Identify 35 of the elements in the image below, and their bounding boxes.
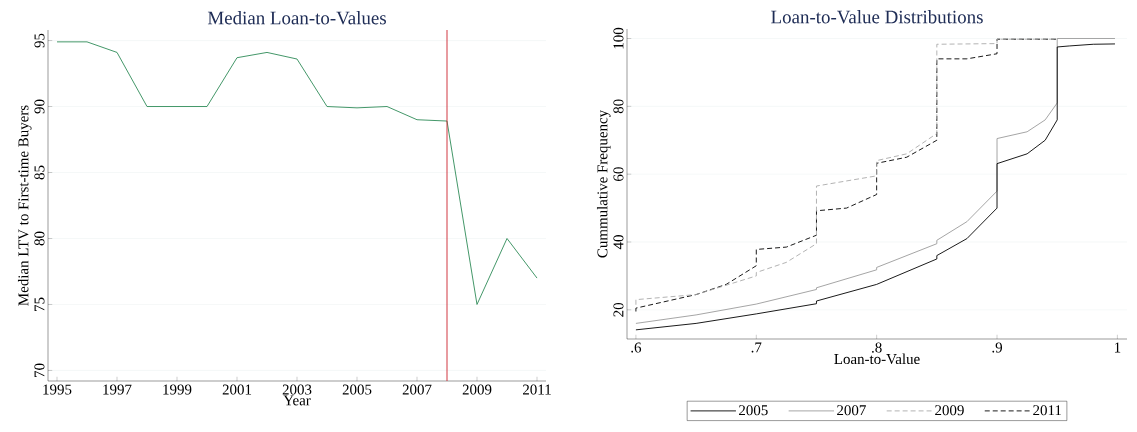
x-tick-label: 2007 (402, 384, 432, 395)
y-tick-label: 60 (613, 167, 624, 181)
legend-label: 2007 (837, 405, 866, 416)
y-tick-label: 80 (34, 231, 45, 246)
x-tick-label: 1995 (43, 384, 72, 395)
x-tick-label: 2003 (282, 384, 312, 395)
y-tick-label: 20 (613, 302, 624, 317)
x-tick-label: .8 (872, 342, 882, 353)
x-tick-label: 2011 (523, 384, 551, 395)
chart-title: Median Loan-to-Values (207, 11, 386, 25)
x-tick-label: 2001 (222, 384, 252, 395)
y-tick-label: 75 (34, 297, 45, 311)
y-tick-label: 40 (613, 235, 624, 250)
legend-label: 2005 (739, 405, 768, 416)
x-tick-label: 1999 (163, 384, 192, 395)
y-tick-label: 90 (34, 99, 45, 114)
x-tick-label: 2005 (342, 384, 372, 395)
y-axis-title: Median LTV to First-time Buyers (17, 105, 32, 306)
x-tick-label: .6 (631, 342, 642, 353)
y-tick-label: 85 (34, 165, 45, 180)
x-axis-title: Loan-to-Value (834, 353, 920, 365)
x-tick-label: .7 (751, 342, 762, 353)
x-tick-label: 1997 (103, 384, 132, 395)
y-tick-label: 80 (613, 99, 624, 114)
y-tick-label: 70 (34, 363, 45, 377)
x-tick-label: 2009 (462, 384, 492, 395)
x-tick-label: 1 (1114, 342, 1121, 353)
legend-label: 2011 (1033, 405, 1061, 416)
chart-title: Loan-to-Value Distributions (771, 10, 983, 24)
y-tick-label: 95 (34, 33, 45, 48)
y-tick-label: 100 (613, 27, 624, 49)
x-tick-label: .9 (992, 342, 1003, 353)
legend-label: 2009 (935, 405, 964, 416)
y-axis-title: Cummulative Frequency (596, 109, 611, 258)
x-axis-title: Year (283, 395, 311, 406)
